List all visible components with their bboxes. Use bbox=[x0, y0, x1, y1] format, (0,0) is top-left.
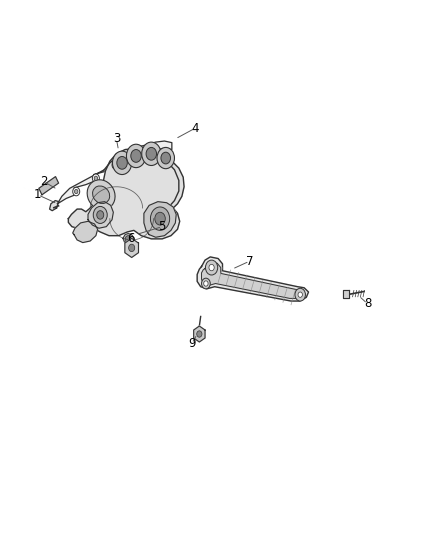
Circle shape bbox=[132, 148, 139, 156]
Circle shape bbox=[204, 281, 208, 286]
Polygon shape bbox=[88, 201, 113, 228]
Text: 7: 7 bbox=[246, 255, 253, 268]
Circle shape bbox=[157, 148, 174, 168]
Circle shape bbox=[142, 142, 161, 165]
Polygon shape bbox=[197, 257, 308, 301]
Polygon shape bbox=[144, 201, 176, 237]
Circle shape bbox=[94, 176, 98, 180]
Text: 6: 6 bbox=[127, 232, 134, 245]
Circle shape bbox=[117, 157, 127, 169]
Text: 5: 5 bbox=[159, 220, 166, 233]
Circle shape bbox=[114, 163, 117, 167]
Circle shape bbox=[97, 211, 104, 219]
Circle shape bbox=[92, 174, 99, 182]
Ellipse shape bbox=[92, 186, 110, 204]
Circle shape bbox=[125, 236, 131, 243]
Text: 9: 9 bbox=[188, 337, 196, 350]
Circle shape bbox=[74, 189, 78, 193]
Circle shape bbox=[155, 212, 165, 225]
Circle shape bbox=[131, 150, 141, 163]
Circle shape bbox=[150, 207, 170, 230]
Text: 1: 1 bbox=[34, 188, 42, 201]
Ellipse shape bbox=[87, 180, 115, 209]
Circle shape bbox=[93, 206, 107, 223]
Text: 4: 4 bbox=[191, 122, 199, 135]
Text: 2: 2 bbox=[40, 175, 47, 188]
Circle shape bbox=[113, 151, 132, 174]
Circle shape bbox=[201, 278, 210, 289]
Polygon shape bbox=[39, 176, 59, 195]
Polygon shape bbox=[49, 200, 59, 211]
Circle shape bbox=[129, 244, 135, 252]
Polygon shape bbox=[73, 221, 98, 243]
Text: 3: 3 bbox=[113, 132, 120, 146]
Polygon shape bbox=[123, 233, 134, 245]
Polygon shape bbox=[201, 262, 304, 298]
Circle shape bbox=[134, 150, 137, 154]
Circle shape bbox=[127, 144, 146, 167]
Polygon shape bbox=[343, 290, 349, 298]
Circle shape bbox=[205, 260, 218, 275]
Polygon shape bbox=[57, 141, 172, 204]
Polygon shape bbox=[194, 326, 205, 342]
Circle shape bbox=[209, 264, 214, 271]
Circle shape bbox=[146, 148, 156, 160]
Text: 8: 8 bbox=[364, 297, 371, 310]
Circle shape bbox=[197, 331, 202, 337]
Circle shape bbox=[161, 152, 170, 164]
Circle shape bbox=[112, 161, 119, 169]
Polygon shape bbox=[68, 149, 184, 239]
Circle shape bbox=[73, 187, 80, 196]
Circle shape bbox=[295, 288, 305, 301]
Polygon shape bbox=[125, 238, 138, 257]
Circle shape bbox=[298, 292, 302, 297]
